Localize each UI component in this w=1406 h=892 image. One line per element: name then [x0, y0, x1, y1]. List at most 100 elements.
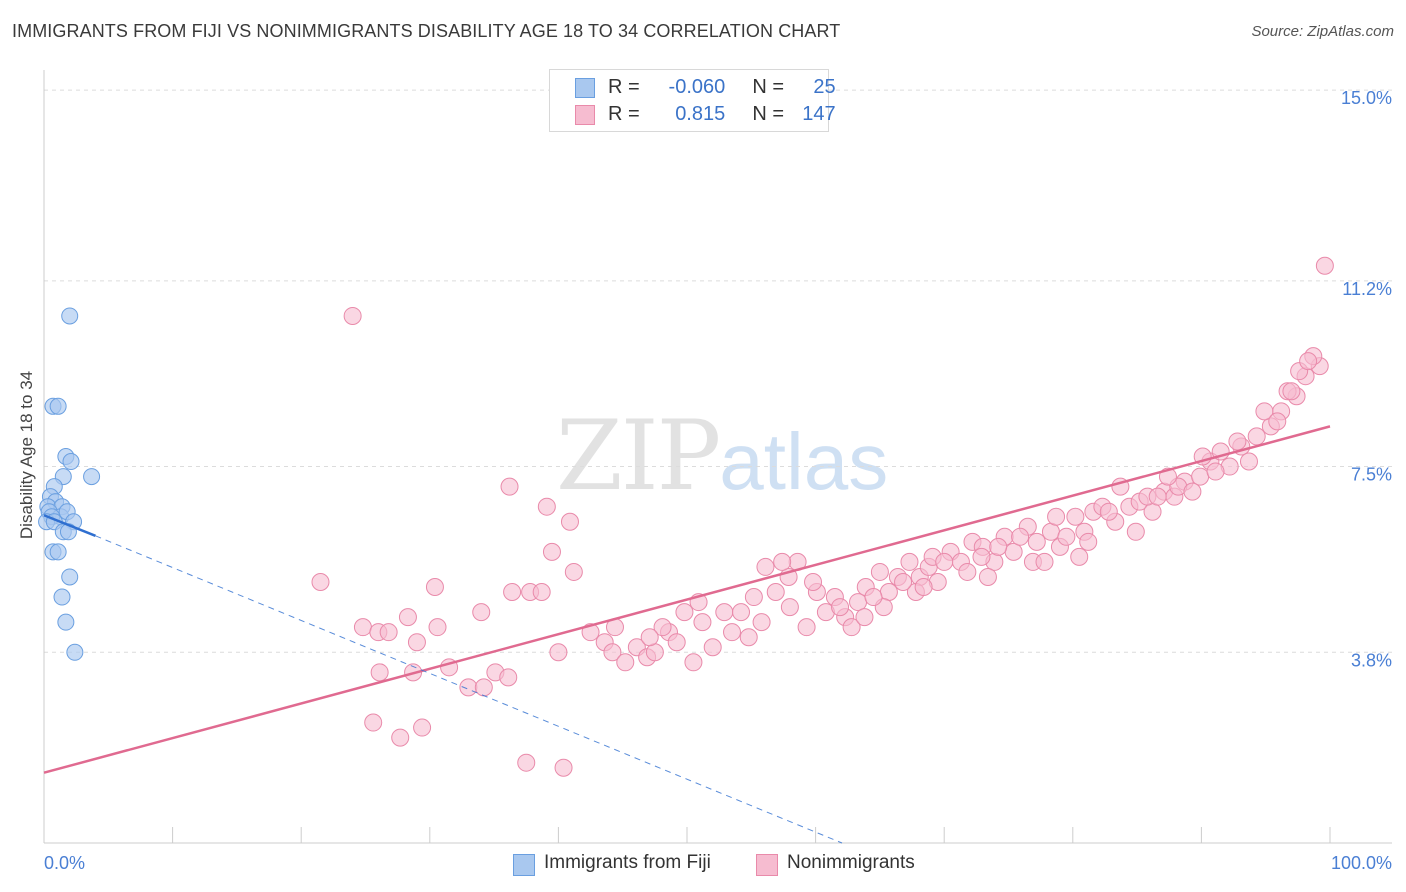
point-nonimmigrants	[989, 537, 1008, 556]
point-nonimmigrants	[1035, 552, 1054, 571]
point-fiji	[49, 543, 67, 561]
point-nonimmigrants	[972, 547, 991, 566]
point-nonimmigrants	[499, 668, 518, 687]
point-nonimmigrants	[1143, 502, 1162, 521]
point-nonimmigrants	[517, 753, 536, 772]
y-tick-label: 3.8%	[1351, 650, 1392, 670]
point-fiji	[61, 307, 79, 325]
point-nonimmigrants	[978, 567, 997, 586]
trend-line-fiji-dashed	[95, 535, 843, 844]
trend-lines	[43, 425, 1331, 844]
source-label: Source: ZipAtlas.com	[1251, 23, 1394, 40]
point-fiji	[61, 568, 79, 586]
point-nonimmigrants	[855, 608, 874, 627]
point-fiji	[49, 397, 67, 415]
point-nonimmigrants	[870, 562, 889, 581]
point-fiji	[83, 468, 101, 486]
point-nonimmigrants	[1057, 527, 1076, 546]
point-nonimmigrants	[364, 713, 383, 732]
point-nonimmigrants	[1183, 482, 1202, 501]
point-nonimmigrants	[554, 758, 573, 777]
series-fiji	[38, 307, 101, 661]
point-fiji	[57, 613, 75, 631]
watermark: ZIPatlas	[556, 400, 888, 512]
point-fiji	[62, 453, 80, 471]
point-nonimmigrants	[864, 588, 883, 607]
point-fiji	[53, 588, 71, 606]
y-tick-label: 7.5%	[1351, 465, 1392, 485]
point-nonimmigrants	[413, 718, 432, 737]
point-nonimmigrants	[914, 578, 933, 597]
point-nonimmigrants	[603, 643, 622, 662]
point-nonimmigrants	[675, 603, 694, 622]
point-nonimmigrants	[542, 542, 561, 561]
point-nonimmigrants	[379, 623, 398, 642]
point-nonimmigrants	[1099, 502, 1118, 521]
x-tick-label-max: 100.0%	[1331, 853, 1392, 873]
point-nonimmigrants	[1228, 432, 1247, 451]
point-nonimmigrants	[1070, 547, 1089, 566]
point-nonimmigrants	[560, 512, 579, 531]
point-nonimmigrants	[752, 613, 771, 632]
point-nonimmigrants	[744, 588, 763, 607]
point-nonimmigrants	[667, 633, 686, 652]
tick-labels: 3.8% 7.5% 11.2% 15.0% 0.0% 100.0%	[44, 88, 1392, 873]
point-nonimmigrants	[715, 603, 734, 622]
point-nonimmigrants	[797, 618, 816, 637]
point-nonimmigrants	[1011, 527, 1030, 546]
point-nonimmigrants	[428, 618, 447, 637]
point-nonimmigrants	[407, 633, 426, 652]
point-nonimmigrants	[831, 598, 850, 617]
point-nonimmigrants	[1066, 507, 1085, 526]
correlation-legend: R = -0.060 N = 25 R = 0.815 N = 147	[549, 69, 836, 132]
point-nonimmigrants	[425, 578, 444, 597]
legend-swatch-nonimmigrants	[575, 105, 595, 125]
series-nonimmigrants	[311, 256, 1334, 777]
point-nonimmigrants	[1079, 532, 1098, 551]
point-nonimmigrants	[935, 552, 954, 571]
point-fiji	[66, 643, 84, 661]
legend-text-fiji: R = -0.060 N = 25	[608, 76, 836, 98]
point-nonimmigrants	[842, 618, 861, 637]
chart-title: IMMIGRANTS FROM FIJI VS NONIMMIGRANTS DI…	[12, 21, 841, 41]
point-nonimmigrants	[879, 583, 898, 602]
point-nonimmigrants	[894, 572, 913, 591]
point-nonimmigrants	[703, 638, 722, 657]
point-nonimmigrants	[739, 628, 758, 647]
point-nonimmigrants	[500, 477, 519, 496]
point-nonimmigrants	[684, 653, 703, 672]
point-nonimmigrants	[1004, 542, 1023, 561]
point-nonimmigrants	[1191, 467, 1210, 486]
point-nonimmigrants	[311, 572, 330, 591]
point-nonimmigrants	[958, 562, 977, 581]
point-nonimmigrants	[472, 603, 491, 622]
point-nonimmigrants	[900, 552, 919, 571]
point-nonimmigrants	[1041, 522, 1060, 541]
point-nonimmigrants	[653, 618, 672, 637]
point-nonimmigrants	[532, 583, 551, 602]
point-nonimmigrants	[732, 603, 751, 622]
point-nonimmigrants	[459, 678, 478, 697]
point-nonimmigrants	[1247, 427, 1266, 446]
point-nonimmigrants	[1255, 402, 1274, 421]
point-nonimmigrants	[353, 618, 372, 637]
point-nonimmigrants	[645, 643, 664, 662]
point-nonimmigrants	[474, 678, 493, 697]
y-tick-label: 11.2%	[1342, 279, 1392, 299]
bottom-legend-swatch-fiji	[513, 854, 535, 876]
point-nonimmigrants	[549, 643, 568, 662]
point-nonimmigrants	[1047, 507, 1066, 526]
point-nonimmigrants	[503, 583, 522, 602]
bottom-legend-label-fiji: Immigrants from Fiji	[544, 852, 711, 873]
point-nonimmigrants	[780, 598, 799, 617]
point-nonimmigrants	[1027, 532, 1046, 551]
point-nonimmigrants	[1126, 522, 1145, 541]
x-tick-label-min: 0.0%	[44, 853, 85, 873]
point-nonimmigrants	[537, 497, 556, 516]
trend-line-nonimmigrants	[43, 425, 1331, 774]
point-nonimmigrants	[1206, 462, 1225, 481]
point-nonimmigrants	[1282, 382, 1301, 401]
point-nonimmigrants	[398, 608, 417, 627]
y-tick-label: 15.0%	[1341, 88, 1392, 108]
